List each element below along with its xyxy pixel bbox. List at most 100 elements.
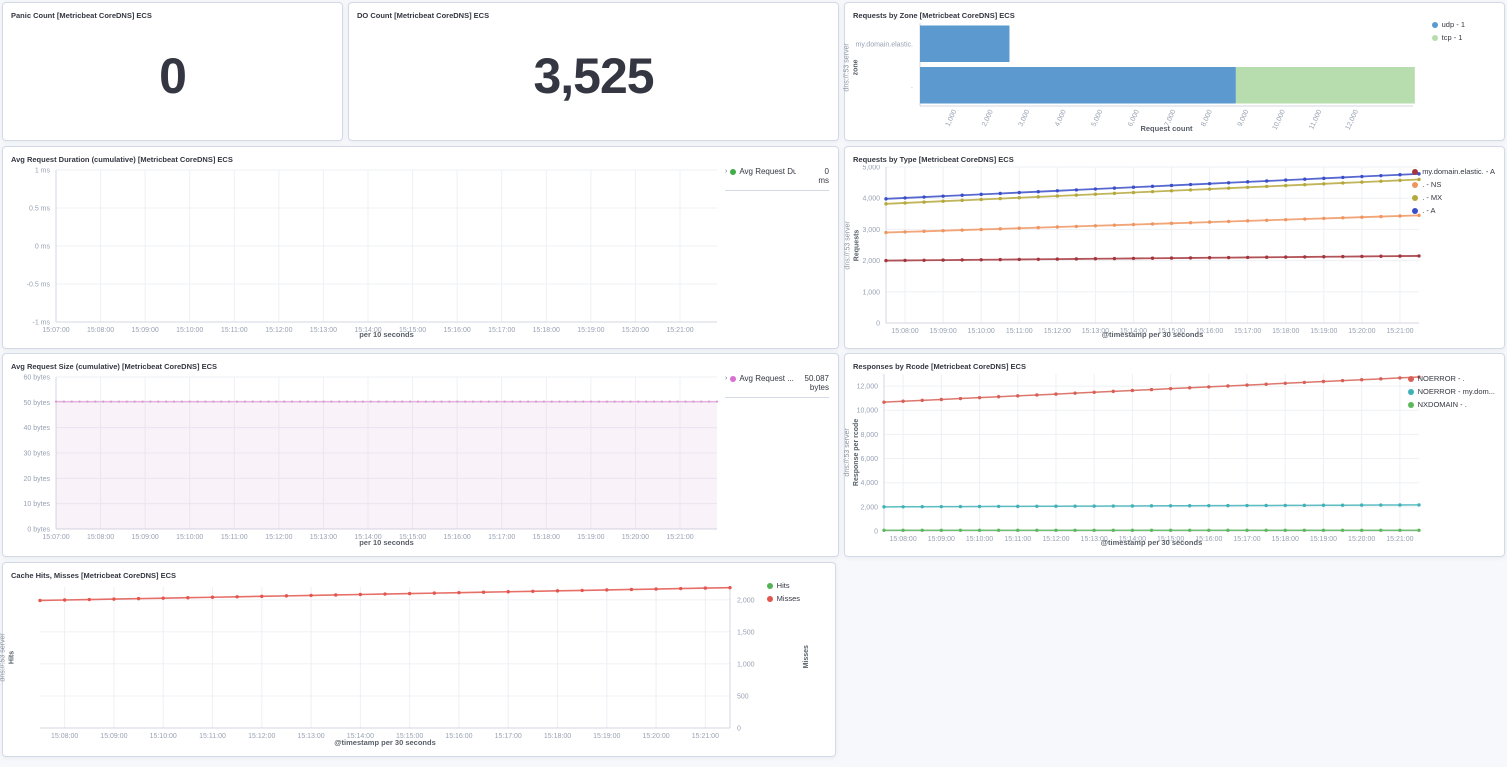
x-tick-label: 15:18:00 bbox=[533, 534, 560, 541]
legend-swatch-icon bbox=[1412, 207, 1419, 214]
series-avg-request bbox=[54, 400, 719, 529]
x-tick-label: 15:07:00 bbox=[42, 534, 69, 541]
x-tick-label: 15:13:00 bbox=[1082, 328, 1109, 335]
legend-swatch-icon bbox=[766, 595, 773, 602]
legend-label: . - NS bbox=[1422, 180, 1442, 189]
x-tick-label: 15:15:00 bbox=[399, 534, 426, 541]
y-tick-label: 0 bbox=[876, 321, 880, 328]
bar-segment-udp[interactable] bbox=[920, 66, 1236, 104]
legend-item[interactable]: NOERROR - . bbox=[1407, 374, 1495, 383]
y-axis-title-line1: dns://:53 server bbox=[0, 632, 7, 682]
x-tick-label: 15:12:00 bbox=[1044, 328, 1071, 335]
chart-legend: Hits Misses bbox=[766, 581, 800, 603]
panel-title[interactable]: Requests by Type [Metricbeat CoreDNS] EC… bbox=[853, 155, 1014, 164]
y-tick-label: 40 bytes bbox=[24, 425, 51, 432]
x-tick-label: 15:10:00 bbox=[176, 534, 203, 541]
legend-value: 0 ms bbox=[818, 167, 829, 185]
x-tick-label: 15:19:00 bbox=[577, 327, 604, 334]
panel-title[interactable]: Avg Request Size (cumulative) [Metricbea… bbox=[11, 362, 218, 371]
bar-segment-udp[interactable] bbox=[920, 25, 1010, 63]
legend-swatch-icon bbox=[1407, 388, 1414, 395]
x-tick-label: 15:13:00 bbox=[1081, 536, 1108, 543]
x-tick-label: 15:09:00 bbox=[132, 327, 159, 334]
legend-label: my.domain.elastic. - A bbox=[1422, 167, 1495, 176]
legend-label: Avg Request ... bbox=[739, 374, 794, 383]
y-tick-label: 4,000 bbox=[860, 480, 878, 487]
legend-item[interactable]: Misses bbox=[766, 594, 800, 603]
requests-by-type-chart: 15:08:00 15:09:00 15:10:00 15:11:00 15:12:00… bbox=[854, 165, 1495, 339]
legend-expand-icon[interactable]: › bbox=[725, 168, 728, 175]
chart-legend: my.domain.elastic. - A . - NS . - MX . - A bbox=[1412, 167, 1495, 215]
panel-title[interactable]: Responses by Rcode [Metricbeat CoreDNS] … bbox=[853, 362, 1026, 371]
chart-legend: › Avg Request Dura... 0ms bbox=[725, 167, 829, 191]
x-tick-label: 15:08:00 bbox=[87, 534, 114, 541]
legend-item[interactable]: my.domain.elastic. - A bbox=[1412, 167, 1495, 176]
legend-item[interactable]: NOERROR - my.dom... bbox=[1407, 387, 1495, 396]
x-tick-label: 15:11:00 bbox=[199, 733, 226, 740]
panel-panic-count: Panic Count [Metricbeat CoreDNS] ECS 0 bbox=[2, 2, 343, 141]
x-tick-label: 15:09:00 bbox=[132, 534, 159, 541]
x-tick-label: 15:10:00 bbox=[150, 733, 177, 740]
panel-title[interactable]: Panic Count [Metricbeat CoreDNS] ECS bbox=[11, 11, 152, 20]
legend-swatch-icon bbox=[1407, 375, 1414, 382]
x-tick-label: 15:16:00 bbox=[444, 534, 471, 541]
y-tick-label: 12,000 bbox=[857, 384, 879, 391]
y-tick-label: -0.5 ms bbox=[27, 282, 51, 289]
x-tick-label: 15:08:00 bbox=[889, 536, 916, 543]
x-tick-label: 15:18:00 bbox=[533, 327, 560, 334]
y-tick-label: 30 bytes bbox=[24, 451, 51, 458]
series-a bbox=[884, 172, 1421, 201]
panel-title[interactable]: Cache Hits, Misses [Metricbeat CoreDNS] … bbox=[11, 571, 177, 580]
x-axis-label: @timestamp per 30 seconds bbox=[1101, 538, 1203, 547]
panel-title[interactable]: Requests by Zone [Metricbeat CoreDNS] EC… bbox=[853, 11, 1015, 20]
legend-swatch-icon bbox=[730, 169, 737, 175]
y-tick-label: 1 ms bbox=[35, 168, 51, 175]
x-tick-label: 15:10:00 bbox=[966, 536, 993, 543]
x-axis-label: per 10 seconds bbox=[359, 330, 414, 339]
x-tick-label: 4,000 bbox=[1054, 109, 1068, 128]
legend-item[interactable]: udp - 1 bbox=[1431, 20, 1465, 29]
y-tick-label: 60 bytes bbox=[24, 375, 51, 382]
x-tick-label: 12,000 bbox=[1345, 109, 1360, 131]
legend-item[interactable]: . - A bbox=[1412, 206, 1495, 215]
x-tick-label: 15:11:00 bbox=[1006, 328, 1033, 335]
legend-item[interactable]: Hits bbox=[766, 581, 800, 590]
legend-expand-icon[interactable]: › bbox=[725, 375, 728, 382]
legend-swatch-icon bbox=[1407, 401, 1414, 408]
x-tick-label: 15:14:00 bbox=[1120, 328, 1147, 335]
chart-canvas: 15:07:00 15:08:00 15:09:00 15:10:00 15:11:00… bbox=[24, 375, 719, 547]
series-noerror-my-dom bbox=[882, 503, 1421, 509]
x-tick-label: 2,000 bbox=[981, 109, 995, 128]
legend-item[interactable]: › Avg Request Dura... 0ms bbox=[725, 167, 829, 191]
panel-title[interactable]: Avg Request Duration (cumulative) [Metri… bbox=[11, 155, 233, 164]
y-tick-label: 10 bytes bbox=[24, 501, 51, 508]
x-tick-label: 15:16:00 bbox=[1196, 328, 1223, 335]
x-tick-label: 15:16:00 bbox=[1195, 536, 1222, 543]
x-tick-label: 15:21:00 bbox=[666, 534, 693, 541]
x-tick-label: 15:11:00 bbox=[221, 534, 248, 541]
x-tick-label: 10,000 bbox=[1272, 109, 1287, 131]
legend-swatch-icon bbox=[1412, 168, 1419, 175]
bar-segment-tcp[interactable] bbox=[1235, 66, 1415, 104]
legend-item[interactable]: NXDOMAIN - . bbox=[1407, 400, 1495, 409]
x-tick-label: 15:12:00 bbox=[248, 733, 275, 740]
legend-item[interactable]: tcp - 1 bbox=[1431, 33, 1465, 42]
series-nxdomain bbox=[882, 528, 1421, 532]
panel-title[interactable]: DO Count [Metricbeat CoreDNS] ECS bbox=[357, 11, 490, 20]
x-tick-label: 15:20:00 bbox=[642, 733, 669, 740]
legend-item[interactable]: . - NS bbox=[1412, 180, 1495, 189]
x-tick-label: 5,000 bbox=[1091, 109, 1105, 128]
x-tick-label: 15:21:00 bbox=[1386, 328, 1413, 335]
x-tick-label: 11,000 bbox=[1308, 109, 1323, 131]
legend-swatch-icon bbox=[1412, 181, 1419, 188]
legend-label: . - A bbox=[1422, 206, 1436, 215]
legend-label: Hits bbox=[776, 581, 790, 590]
chart-legend: › Avg Request ... 50.087 bytes bbox=[725, 374, 829, 398]
avg-request-duration-chart: 15:07:00 15:08:00 15:09:00 15:10:00 15:11:00… bbox=[12, 165, 829, 339]
x-tick-label: 3,000 bbox=[1018, 109, 1032, 128]
x-tick-label: 15:17:00 bbox=[488, 327, 515, 334]
x-tick-label: 15:15:00 bbox=[1158, 328, 1185, 335]
legend-item[interactable]: › Avg Request ... 50.087 bytes bbox=[725, 374, 829, 398]
legend-item[interactable]: . - MX bbox=[1412, 193, 1495, 202]
